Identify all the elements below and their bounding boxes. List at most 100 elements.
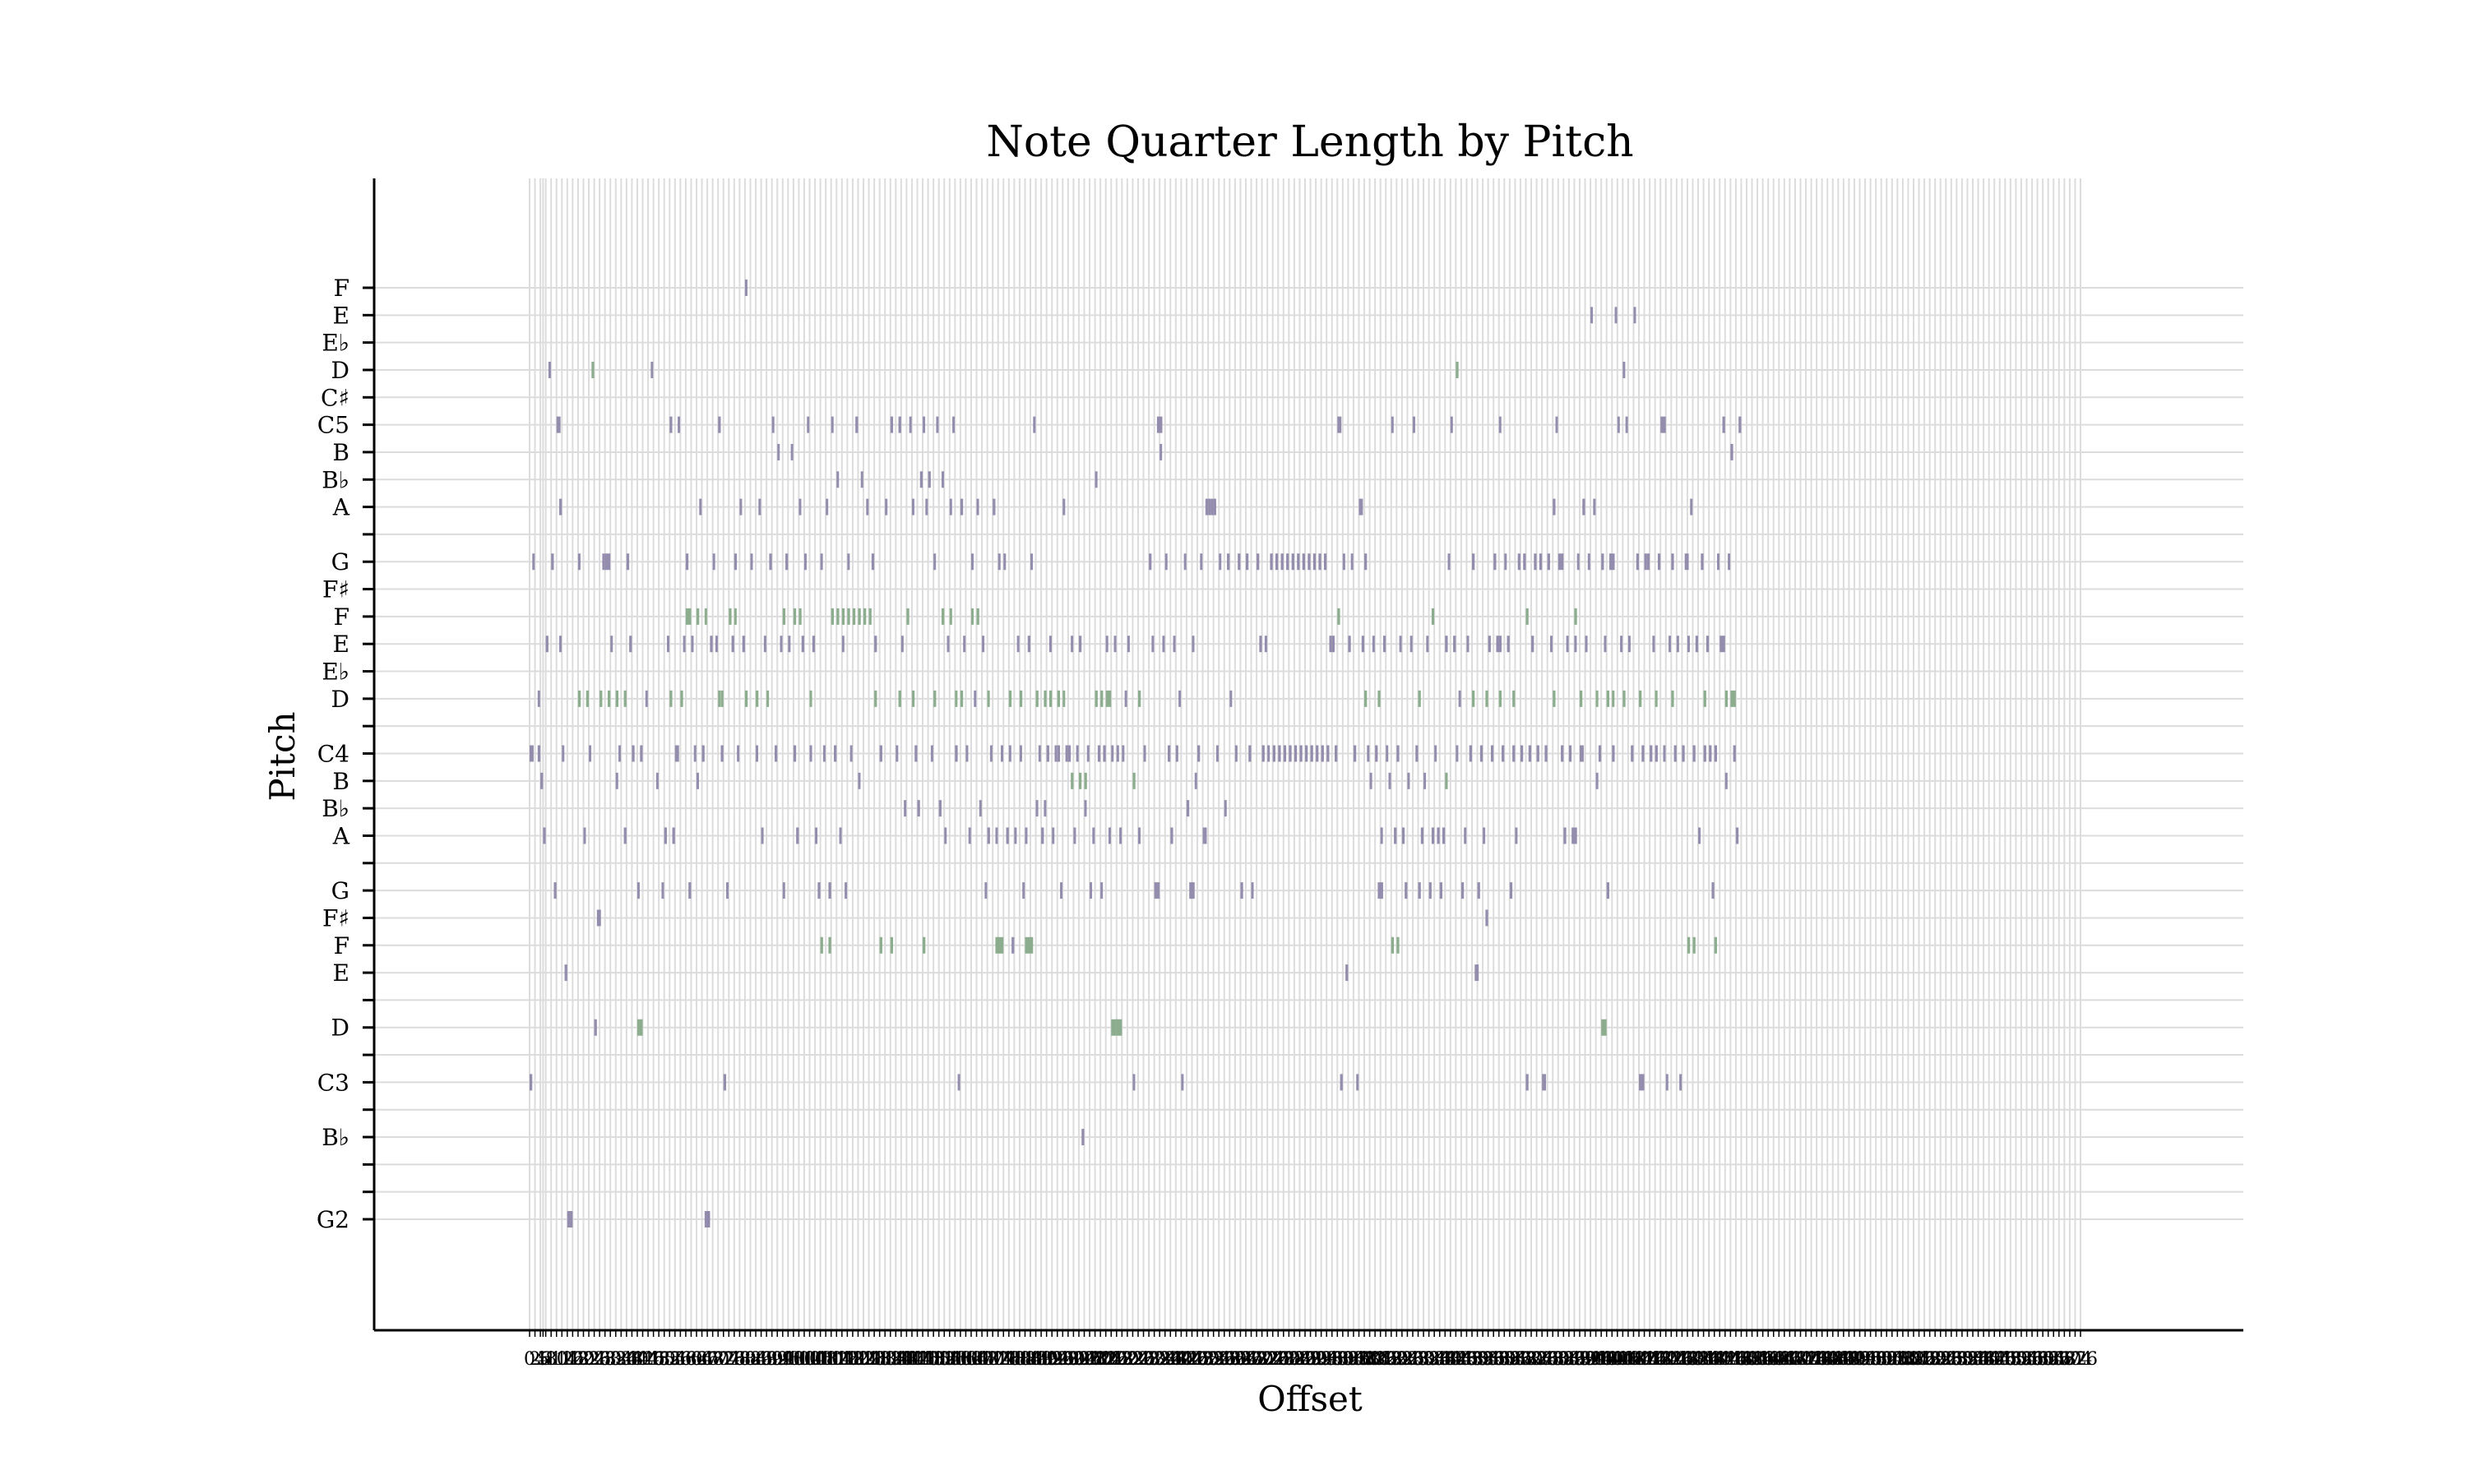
y-tick-label: E — [333, 302, 349, 329]
note-bar — [1517, 553, 1520, 571]
note-bar — [822, 745, 826, 762]
note-bar — [1525, 1074, 1529, 1091]
note-bar — [858, 772, 861, 789]
note-bar — [1502, 745, 1505, 762]
note-bar — [798, 498, 802, 515]
x-tick-label: 232 — [1137, 1349, 1172, 1370]
x-tick-label: 324 — [1385, 1349, 1419, 1370]
note-bar — [928, 471, 931, 488]
note-bar — [1445, 636, 1448, 653]
note-bar — [1601, 553, 1604, 571]
note-bar — [1372, 636, 1375, 653]
x-tick-label: 446 — [1713, 1349, 1747, 1370]
note-bar — [1267, 745, 1271, 762]
x-tick-label: 334 — [1412, 1349, 1446, 1370]
x-tick-label: 474 — [1789, 1349, 1823, 1370]
y-tick-label: G2 — [317, 1206, 349, 1233]
note-bar — [1472, 553, 1475, 571]
note-bar — [1132, 1074, 1136, 1091]
note-bar — [1547, 553, 1550, 571]
note-bar — [995, 827, 998, 844]
x-tick-label: 452 — [1729, 1349, 1764, 1370]
x-tick-label: 156 — [933, 1349, 967, 1370]
note-bar — [1316, 745, 1319, 762]
x-tick-label: 392 — [1568, 1349, 1603, 1370]
x-tick-label: 376 — [1525, 1349, 1559, 1370]
note-bar — [919, 471, 923, 488]
note-bar — [564, 964, 567, 982]
note-bar — [626, 553, 630, 571]
note-bar — [685, 553, 689, 571]
x-tick-label: 284 — [1277, 1349, 1312, 1370]
note-bar-accent — [718, 690, 721, 707]
note-bar-accent — [685, 608, 692, 625]
x-tick-label: 416 — [1632, 1349, 1667, 1370]
x-tick-label: 158 — [937, 1349, 972, 1370]
note-bar — [925, 498, 928, 515]
note-bar — [1137, 827, 1141, 844]
y-tick-label: B — [332, 768, 349, 795]
note-bar — [1405, 882, 1408, 899]
x-tick-label: 120 — [835, 1349, 870, 1370]
x-tick-label: 154 — [927, 1349, 961, 1370]
x-tick-label: 142 — [895, 1349, 929, 1370]
note-bar — [1420, 827, 1424, 844]
note-bar — [1033, 416, 1036, 433]
x-tick-label: 354 — [1465, 1349, 1500, 1370]
note-bar — [1574, 636, 1577, 653]
x-tick-label: 342 — [1433, 1349, 1468, 1370]
note-bar-accent — [1062, 690, 1066, 707]
y-tick-label: B♭ — [322, 795, 349, 822]
x-tick-label: 422 — [1649, 1349, 1683, 1370]
note-bar — [771, 416, 775, 433]
x-tick-label: 50 — [653, 1349, 676, 1370]
note-bar-accent — [1456, 361, 1459, 378]
x-tick-label: 166 — [960, 1349, 994, 1370]
x-tick-label: 52 — [658, 1349, 681, 1370]
x-tick-label: 450 — [1724, 1349, 1758, 1370]
x-tick-label: 194 — [1034, 1349, 1069, 1370]
note-bar-accent — [1431, 608, 1435, 625]
note-bar — [1097, 745, 1101, 762]
y-tick-label: A — [332, 494, 350, 521]
note-bar-accent — [1001, 936, 1004, 954]
note-bar — [1598, 745, 1602, 762]
x-tick-label: 286 — [1282, 1349, 1317, 1370]
y-tick-label: B♭ — [322, 1124, 349, 1151]
y-tick-label: E♭ — [322, 659, 349, 686]
note-bar — [890, 416, 894, 433]
note-bar-accent — [923, 936, 926, 954]
note-bar — [1671, 553, 1674, 571]
note-bar — [629, 636, 632, 653]
note-bar — [836, 471, 840, 488]
note-bar — [1156, 416, 1163, 433]
x-tick-label: 290 — [1294, 1349, 1328, 1370]
x-tick-label: 34 — [609, 1349, 632, 1370]
x-tick-label: 312 — [1353, 1349, 1387, 1370]
x-tick-label: 58 — [674, 1349, 697, 1370]
x-tick-label: 48 — [647, 1349, 670, 1370]
x-tick-label: 214 — [1089, 1349, 1123, 1370]
x-tick-label: 528 — [1934, 1349, 1969, 1370]
note-bar — [941, 471, 944, 488]
x-tick-label: 406 — [1605, 1349, 1640, 1370]
x-tick-label: 454 — [1735, 1349, 1770, 1370]
x-tick-label: 530 — [1939, 1349, 1974, 1370]
x-tick-label: 332 — [1406, 1349, 1441, 1370]
note-bar — [1084, 800, 1087, 817]
note-bar — [965, 745, 969, 762]
note-bar — [860, 471, 863, 488]
note-bar — [987, 827, 990, 844]
x-tick-label: 80 — [734, 1349, 757, 1370]
note-bar — [553, 882, 557, 899]
note-bar — [559, 498, 562, 515]
x-tick-label: 482 — [1810, 1349, 1844, 1370]
note-bar-accent — [1137, 690, 1141, 707]
note-bar-accent — [852, 608, 856, 625]
note-bar — [1450, 416, 1453, 433]
note-bar — [777, 443, 780, 460]
x-tick-label: 488 — [1826, 1349, 1861, 1370]
note-bar — [1308, 553, 1311, 571]
note-bar — [817, 882, 821, 899]
x-tick-label: 178 — [992, 1349, 1026, 1370]
